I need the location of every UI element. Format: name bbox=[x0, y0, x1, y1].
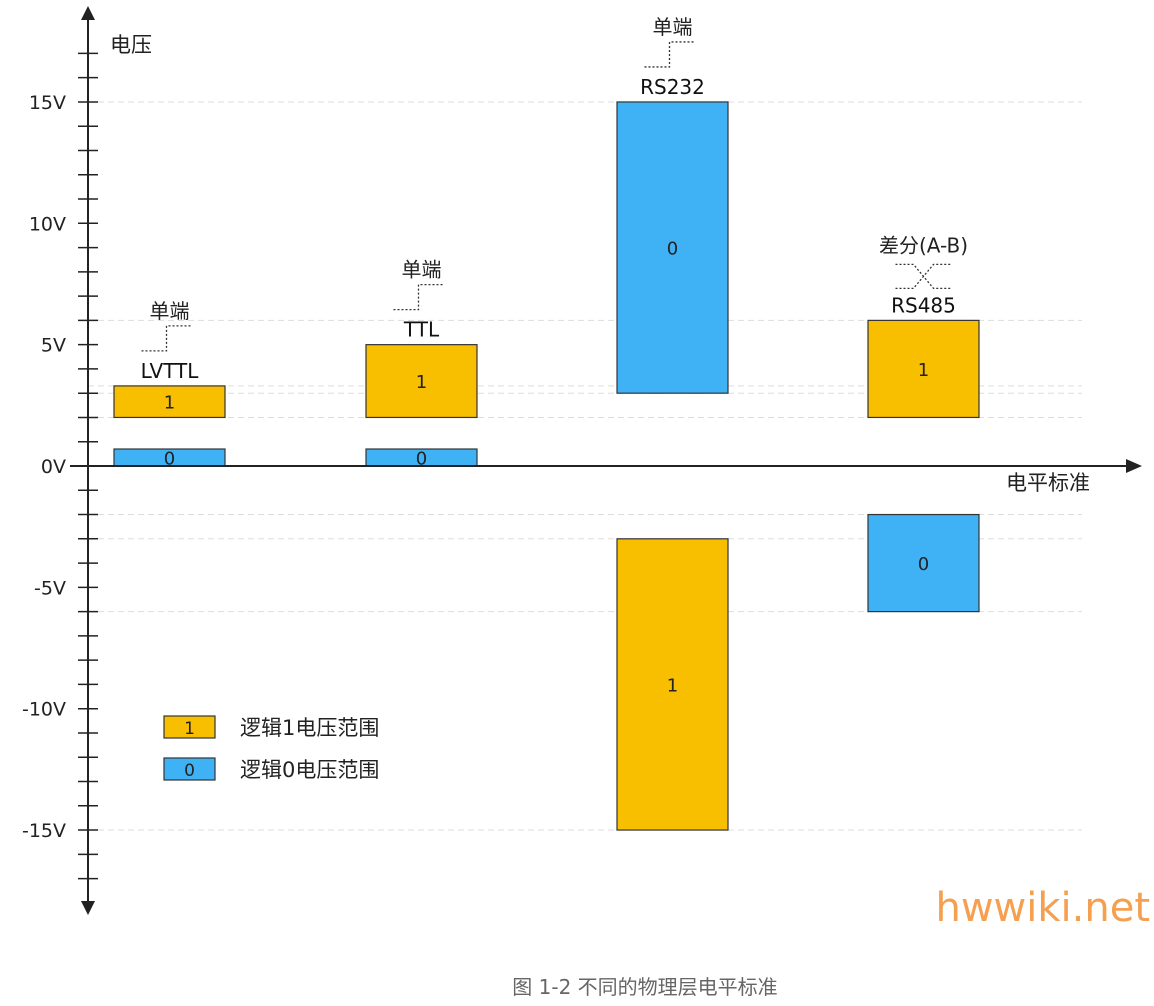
standard-name: RS485 bbox=[891, 293, 956, 317]
legend-label: 逻辑0电压范围 bbox=[240, 758, 379, 782]
watermark: hwwiki.net bbox=[935, 885, 1150, 931]
signal-type-label: 差分(A-B) bbox=[879, 233, 968, 257]
y-tick-label: -10V bbox=[22, 699, 66, 721]
single-ended-signal-icon bbox=[644, 41, 696, 68]
bar-label: 1 bbox=[667, 675, 678, 696]
bar-ttl-logic1 bbox=[365, 344, 478, 419]
y-tick-label: 15V bbox=[29, 92, 66, 114]
bar-label: 0 bbox=[164, 449, 175, 470]
y-tick-label: -15V bbox=[22, 820, 66, 842]
single-ended-signal-icon bbox=[141, 325, 193, 352]
differential-signal-icon bbox=[895, 263, 952, 290]
y-tick-label: 0V bbox=[41, 456, 66, 478]
y-tick-label: 10V bbox=[29, 213, 66, 235]
legend-swatch-logic0 bbox=[163, 757, 216, 781]
bar-label: 1 bbox=[918, 360, 929, 381]
x-axis-arrow bbox=[1126, 459, 1142, 473]
standard-name: LVTTL bbox=[141, 359, 200, 383]
signal-type-label: 单端 bbox=[402, 258, 442, 282]
y-tick-label: -5V bbox=[34, 577, 66, 599]
bar-rs485-logic1 bbox=[867, 319, 980, 419]
legend-swatch-label: 1 bbox=[184, 719, 195, 739]
bar-label: 0 bbox=[918, 554, 929, 575]
y-axis-label: 电压 bbox=[110, 33, 152, 57]
bar-rs232-logic0 bbox=[616, 101, 729, 394]
standard-name: TTL bbox=[403, 318, 440, 342]
figure-caption: 图 1-2 不同的物理层电平标准 bbox=[512, 975, 777, 999]
bar-label: 0 bbox=[416, 449, 427, 470]
x-axis-label: 电平标准 bbox=[1006, 471, 1090, 495]
signal-type-label: 单端 bbox=[653, 15, 693, 39]
y-axis-arrow-up bbox=[81, 6, 95, 20]
legend-label: 逻辑1电压范围 bbox=[240, 716, 379, 740]
bar-label: 1 bbox=[416, 372, 427, 393]
bar-label: 1 bbox=[164, 393, 175, 414]
signal-type-label: 单端 bbox=[150, 299, 190, 323]
y-axis-arrow-down bbox=[81, 901, 95, 915]
y-tick-label: 5V bbox=[41, 335, 66, 357]
standard-name: RS232 bbox=[640, 75, 705, 99]
bar-rs232-logic1 bbox=[616, 538, 729, 831]
legend-swatch-label: 0 bbox=[184, 761, 195, 781]
single-ended-signal-icon bbox=[393, 284, 445, 311]
bar-rs485-logic0 bbox=[867, 513, 980, 613]
bar-lvttl-logic1 bbox=[113, 385, 226, 419]
legend-swatch-logic1 bbox=[163, 715, 216, 739]
bar-label: 0 bbox=[667, 239, 678, 260]
